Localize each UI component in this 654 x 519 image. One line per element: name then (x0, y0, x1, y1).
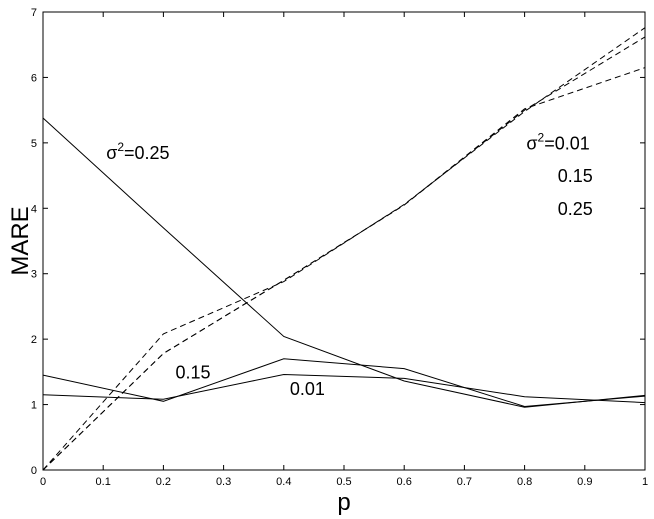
annotation-ann-001-solid: 0.01 (290, 379, 325, 399)
x-tick-label: 0.6 (397, 476, 412, 488)
x-tick-label: 0.5 (336, 476, 351, 488)
annotation-ann-sigma-025: σ2=0.25 (106, 140, 169, 163)
y-tick-label: 2 (31, 334, 37, 346)
series-line-solid-015 (42, 358, 646, 408)
y-tick-label: 5 (31, 138, 37, 150)
x-axis-title: p (337, 489, 350, 516)
x-tick-label: 1 (642, 476, 648, 488)
annotation-superscript: 2 (538, 130, 545, 144)
plot-frame (42, 11, 646, 471)
y-axis-title: MARE (7, 206, 34, 275)
annotation-ann-025-dashed: 0.25 (558, 199, 593, 219)
annotation-sigma: σ (106, 143, 117, 163)
x-tick-label: 0.9 (577, 476, 592, 488)
x-tick-label: 0.7 (457, 476, 472, 488)
y-axis: 0 1 2 3 4 5 6 7 (31, 7, 645, 477)
series-line-dashed-015 (42, 36, 646, 471)
x-tick-label: 0.3 (216, 476, 231, 488)
y-tick-label: 7 (31, 7, 37, 19)
y-tick-label: 0 (31, 465, 37, 477)
x-axis: 0 0.1 0.2 0.3 0.4 0.5 0.6 0.7 0.8 0.9 1 (40, 12, 648, 488)
x-tick-label: 0.1 (96, 476, 111, 488)
series-layer (42, 27, 646, 471)
y-tick-label: 1 (31, 400, 37, 412)
annotation-sigma: σ (526, 133, 537, 153)
annotation-ann-sigma-001: σ2=0.01 (526, 130, 589, 153)
x-tick-label: 0.4 (276, 476, 291, 488)
annotation-value: =0.01 (544, 133, 590, 153)
annotation-ann-015-solid: 0.15 (175, 362, 210, 382)
annotation-ann-015-dashed: 0.15 (558, 166, 593, 186)
series-line-solid-001 (42, 373, 646, 404)
annotation-value: =0.25 (124, 143, 170, 163)
x-tick-label: 0.8 (517, 476, 532, 488)
x-tick-label: 0.2 (156, 476, 171, 488)
x-tick-label: 0 (40, 476, 46, 488)
series-line-dashed-001 (42, 27, 646, 471)
y-tick-label: 3 (31, 269, 37, 281)
annotation-superscript: 2 (117, 140, 124, 154)
y-tick-label: 4 (31, 203, 37, 215)
y-tick-label: 6 (31, 72, 37, 84)
series-line-dashed-025 (42, 67, 646, 471)
